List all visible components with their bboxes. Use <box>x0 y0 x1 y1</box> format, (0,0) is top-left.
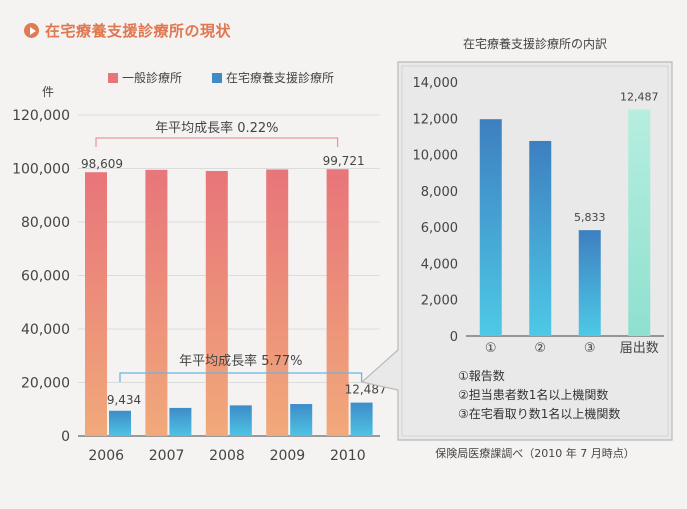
inset-title: 在宅療養支援診療所の内訳 <box>463 36 607 51</box>
y-tick-label: 100,000 <box>12 162 70 178</box>
inset-note: ③在宅看取り数1名以上機関数 <box>458 406 620 421</box>
inset-x-tick-label: ③ <box>584 341 596 356</box>
x-tick-label: 2010 <box>330 448 366 464</box>
x-tick-label: 2006 <box>88 448 124 464</box>
legend-swatch-general <box>108 73 118 83</box>
inset-note: ①報告数 <box>458 368 505 383</box>
bar-home <box>290 404 313 436</box>
bar-home <box>109 410 131 436</box>
data-label-home-2010: 12,487 <box>345 383 387 397</box>
bracket-home <box>119 372 363 382</box>
inset-panel <box>360 61 673 441</box>
inset-panel-inner-border <box>401 65 669 437</box>
annotation-home-growth: 年平均成長率 5.77% <box>179 353 302 369</box>
bar-general <box>85 172 107 436</box>
annotation-general-growth: 年平均成長率 0.22% <box>155 120 278 136</box>
bar-general <box>205 170 228 436</box>
bar-home <box>229 405 252 436</box>
data-label-general-2006: 98,609 <box>81 157 123 171</box>
bar-general <box>145 169 168 436</box>
inset-note: ②担当患者数1名以上機関数 <box>458 387 608 402</box>
bar-home <box>169 407 192 436</box>
legend-label-general: 一般診療所 <box>122 70 182 85</box>
page-title: 在宅療養支援診療所の現状 <box>45 22 232 40</box>
inset-y-tick-label: 12,000 <box>413 112 459 127</box>
inset-x-tick-label: 届出数 <box>620 341 659 356</box>
bar-general <box>266 169 289 436</box>
bar-general <box>326 169 349 436</box>
inset-data-label-4: 12,487 <box>620 90 659 103</box>
inset-y-tick-label: 10,000 <box>413 149 459 164</box>
inset-x-tick-label: ① <box>485 341 497 356</box>
legend-swatch-home <box>212 73 222 83</box>
y-tick-label: 60,000 <box>21 269 70 285</box>
inset-bar <box>479 119 502 336</box>
y-unit-label: 件 <box>42 85 54 99</box>
y-tick-label: 80,000 <box>21 215 70 231</box>
inset-x-tick-label: ② <box>534 341 546 356</box>
inset-y-tick-label: 2,000 <box>421 294 458 309</box>
source-note: 保険局医療課調べ（2010 年 7 月時点） <box>435 446 634 460</box>
bar-home <box>350 402 373 436</box>
inset-data-label-3: 5,833 <box>574 211 606 224</box>
x-tick-label: 2008 <box>209 448 245 464</box>
inset-y-tick-label: 8,000 <box>421 185 458 200</box>
data-label-home-2006: 9,434 <box>107 393 141 407</box>
y-tick-label: 40,000 <box>21 322 70 338</box>
data-label-general-2010: 99,721 <box>323 154 365 168</box>
inset-y-tick-label: 14,000 <box>413 76 459 91</box>
bracket-general <box>95 137 339 147</box>
page-title-row: 在宅療養支援診療所の現状 <box>24 20 231 41</box>
y-tick-label: 0 <box>61 429 70 445</box>
x-tick-label: 2007 <box>149 448 185 464</box>
y-tick-label: 120,000 <box>12 108 70 124</box>
legend-label-home: 在宅療養支援診療所 <box>226 70 334 85</box>
inset-y-tick-label: 6,000 <box>421 221 458 236</box>
y-tick-label: 20,000 <box>21 376 70 392</box>
play-circle-icon <box>24 23 39 38</box>
inset-bar <box>628 109 651 337</box>
inset-bar <box>529 140 552 336</box>
inset-bar <box>578 230 601 336</box>
inset-y-tick-label: 4,000 <box>421 257 458 272</box>
x-tick-label: 2009 <box>270 448 306 464</box>
inset-y-tick-label: 0 <box>450 330 458 345</box>
